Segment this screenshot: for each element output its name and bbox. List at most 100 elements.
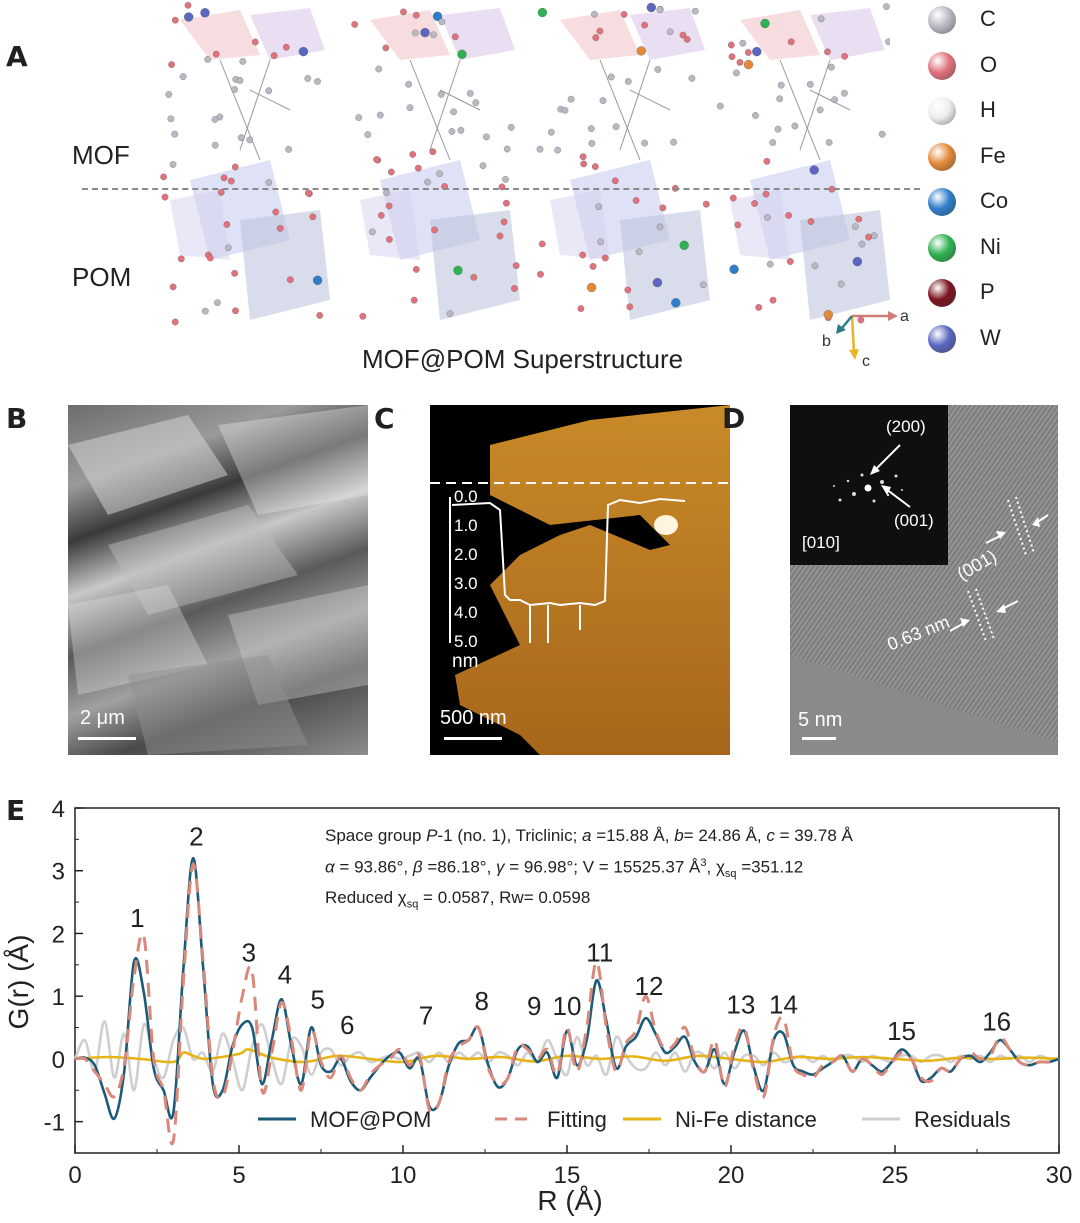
- atom-sphere: [161, 193, 169, 201]
- atom-sphere: [791, 122, 799, 130]
- y-tick-label: -1: [44, 1110, 65, 1137]
- atom-sphere: [167, 115, 175, 123]
- atom-sphere: [231, 86, 239, 93]
- atom-sphere: [383, 189, 390, 197]
- atom-symbol: W: [980, 324, 1001, 350]
- atom-sphere: [211, 141, 219, 149]
- atom-sphere: [227, 177, 235, 185]
- atom-sphere: [246, 136, 254, 144]
- peak-label: 11: [586, 938, 613, 968]
- atom-sphere: [165, 91, 173, 98]
- atom-sphere: [414, 164, 422, 172]
- legend-label: MOF@POM: [310, 1107, 431, 1132]
- atom-sphere: [870, 232, 878, 240]
- atom-sphere: [503, 145, 511, 153]
- series-line-residuals: [73, 1019, 1060, 1092]
- atom-sphere: [827, 63, 835, 71]
- atom-sphere: [430, 31, 437, 39]
- fft-label-200: (200): [886, 417, 926, 436]
- atom-sphere: [636, 46, 646, 56]
- mof-label: MOF: [72, 140, 130, 170]
- atom-sphere: [841, 89, 848, 97]
- atom-sphere: [554, 146, 561, 154]
- legend-atom-w: W: [928, 321, 1048, 361]
- atom-sphere: [646, 2, 656, 13]
- atom-sphere: [729, 264, 739, 274]
- axis-label-a: a: [900, 308, 909, 325]
- atom-sphere: [601, 254, 609, 262]
- legend-label: Ni-Fe distance: [675, 1107, 817, 1132]
- atom-sphere: [831, 96, 838, 104]
- atom-sphere: [470, 273, 478, 281]
- atom-sphere: [169, 283, 177, 291]
- atom-sphere: [883, 3, 890, 10]
- atom-sphere: [200, 8, 210, 18]
- atom-sphere: [432, 11, 443, 21]
- atom-sphere: [641, 139, 648, 147]
- atom-sphere: [412, 11, 420, 19]
- atom-sphere: [411, 29, 419, 37]
- atom-sphere: [502, 176, 509, 183]
- fit-params-line-2: α = 93.86°, β =86.18°, γ = 96.98°; V = 1…: [325, 857, 804, 881]
- atom-sphere: [878, 130, 886, 138]
- atom-sphere: [837, 280, 845, 288]
- atom-sphere-icon: [928, 233, 956, 262]
- sem-scale-bar: [78, 737, 136, 740]
- atom-sphere-icon: [928, 188, 956, 216]
- atom-sphere: [587, 125, 595, 132]
- series-line-ni-fe-distance: [74, 1048, 1060, 1064]
- atom-sphere: [272, 208, 280, 216]
- y-tick-label: 2: [52, 921, 65, 948]
- atom-sphere: [885, 38, 890, 46]
- atom-sphere-icon: [928, 279, 956, 307]
- atom-sphere: [184, 1, 192, 9]
- atom-sphere: [762, 190, 770, 198]
- atom-sphere: [237, 134, 245, 142]
- crystal-axes: a b c: [822, 308, 909, 370]
- atom-sphere: [776, 95, 784, 103]
- atom-sphere: [231, 163, 239, 171]
- afm-scale-text: 500 nm: [440, 707, 507, 729]
- atom-sphere: [851, 223, 859, 230]
- atom-sphere: [309, 213, 317, 221]
- afm-profile-tick: 0.0: [454, 487, 478, 506]
- structure-units: [160, 1, 890, 326]
- atom-sphere: [436, 170, 443, 178]
- fit-params-line-1: Space group P-1 (no. 1), Triclinic; a =1…: [325, 826, 853, 845]
- atom-sphere: [457, 49, 467, 59]
- atom-sphere: [597, 238, 605, 246]
- atom-sphere: [511, 285, 518, 292]
- atom-sphere: [483, 133, 490, 141]
- atom-sphere: [265, 179, 273, 186]
- atom-sphere: [223, 221, 231, 228]
- atom-sphere: [744, 49, 752, 56]
- atom-sphere: [739, 39, 747, 47]
- peak-label: 7: [419, 1000, 433, 1030]
- atom-sphere: [588, 140, 596, 147]
- legend-atom-ni: Ni: [928, 230, 1048, 270]
- atom-sphere: [716, 102, 724, 110]
- atom-sphere: [304, 189, 312, 197]
- pom-label: POM: [72, 262, 132, 292]
- atom-sphere: [377, 212, 385, 219]
- atom-sphere: [599, 97, 607, 104]
- atom-sphere: [276, 224, 284, 232]
- atom-sphere: [316, 312, 324, 319]
- atom-sphere: [656, 223, 664, 231]
- atom-sphere: [312, 275, 323, 285]
- atom-sphere: [787, 38, 795, 46]
- atom-sphere: [755, 304, 763, 311]
- atom-sphere: [766, 260, 774, 268]
- atom-sphere: [624, 286, 632, 294]
- mof-pom-structure-image: [160, 1, 890, 326]
- atom-sphere: [355, 114, 363, 121]
- atom-sphere-icon: [928, 51, 956, 80]
- atom-sphere: [420, 27, 430, 38]
- atom-sphere: [179, 73, 187, 80]
- atom-sphere: [265, 87, 273, 95]
- y-tick-label: 4: [52, 796, 65, 823]
- atom-sphere: [656, 6, 664, 14]
- atom-sphere: [206, 254, 214, 262]
- atom-sphere: [217, 189, 225, 196]
- peak-label: 13: [726, 990, 755, 1020]
